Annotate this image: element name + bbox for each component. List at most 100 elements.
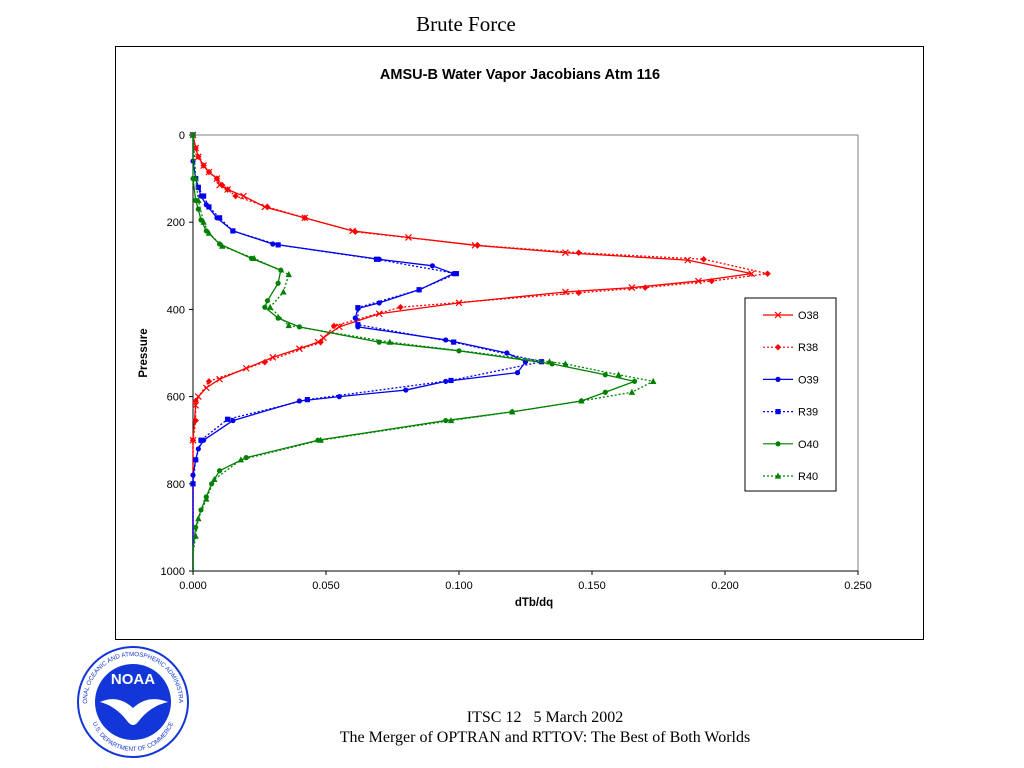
data-point-o39 bbox=[403, 387, 409, 393]
data-point-o40 bbox=[296, 324, 302, 330]
data-point-o38 bbox=[240, 192, 247, 200]
data-point-r38 bbox=[700, 256, 707, 263]
data-point-r39 bbox=[217, 215, 223, 221]
data-point-r40 bbox=[628, 388, 636, 395]
x-axis: 0.000 0.050 0.100 0.150 0.200 0.250 bbox=[179, 570, 872, 592]
x-tick-label: 0.250 bbox=[844, 580, 872, 592]
data-point-o38 bbox=[561, 288, 569, 296]
data-point-r39 bbox=[453, 271, 459, 277]
data-point-r39 bbox=[275, 242, 281, 248]
data-point-r39 bbox=[201, 193, 207, 199]
data-point-o40 bbox=[602, 372, 608, 378]
data-point-o38 bbox=[405, 234, 412, 241]
data-point-r38 bbox=[474, 242, 481, 249]
data-point-r40 bbox=[203, 495, 210, 502]
data-point-r40 bbox=[562, 360, 569, 367]
legend: O38 R38 O39 R39 O40 R40 bbox=[744, 297, 837, 492]
chart-title: AMSU-B Water Vapor Jacobians Atm 116 bbox=[380, 67, 660, 83]
data-point-r40 bbox=[285, 271, 292, 278]
footer-line-2: The Merger of OPTRAN and RTTOV: The Best… bbox=[339, 729, 751, 746]
data-point-o38 bbox=[748, 270, 756, 278]
data-point-r38 bbox=[192, 417, 199, 424]
data-point-r39 bbox=[198, 437, 204, 443]
data-point-o40 bbox=[456, 348, 462, 354]
data-point-o38 bbox=[335, 323, 343, 331]
data-point-r40 bbox=[649, 377, 657, 384]
data-point-r40 bbox=[386, 338, 394, 345]
x-tick-label: 0.200 bbox=[711, 580, 739, 592]
data-point-o39 bbox=[195, 446, 201, 452]
series-line-r39 bbox=[192, 134, 543, 571]
data-point-r40 bbox=[285, 322, 292, 329]
data-point-r39 bbox=[355, 305, 361, 311]
data-point-o40 bbox=[217, 468, 223, 474]
data-point-r39 bbox=[373, 256, 380, 262]
legend-label: O38 bbox=[798, 310, 819, 322]
y-axis-label: Pressure bbox=[138, 328, 150, 377]
data-point-r38 bbox=[352, 228, 359, 235]
legend-marker bbox=[775, 376, 781, 382]
y-tick-label: 800 bbox=[167, 479, 185, 491]
y-axis: 0 200 400 600 800 1000 bbox=[161, 130, 194, 578]
data-point-r38 bbox=[397, 304, 404, 311]
data-point-o40 bbox=[602, 389, 608, 395]
data-point-r38 bbox=[219, 181, 226, 189]
noaa-logo: NATIONAL OCEANIC AND ATMOSPHERIC ADMINIS… bbox=[76, 646, 189, 758]
legend-item-o40: O40 bbox=[763, 439, 819, 451]
legend-item-o38: O38 bbox=[763, 310, 819, 322]
data-point-o39 bbox=[352, 315, 358, 321]
data-point-o40 bbox=[243, 455, 249, 461]
data-point-r39 bbox=[193, 457, 199, 463]
logo-center-text: NOAA bbox=[111, 671, 155, 688]
legend-item-r40: R40 bbox=[763, 471, 818, 483]
y-tick-label: 400 bbox=[167, 304, 185, 316]
data-point-r38 bbox=[205, 168, 213, 176]
y-tick-label: 0 bbox=[179, 130, 185, 142]
data-point-r38 bbox=[575, 249, 582, 256]
data-point-r38 bbox=[200, 162, 207, 169]
data-point-o40 bbox=[262, 304, 268, 310]
data-point-r39 bbox=[224, 416, 231, 422]
data-point-r40 bbox=[317, 436, 324, 443]
data-point-r39 bbox=[304, 397, 310, 403]
data-point-r38 bbox=[764, 270, 771, 277]
data-point-r38 bbox=[224, 186, 231, 193]
data-point-r40 bbox=[447, 417, 455, 424]
data-point-o39 bbox=[443, 378, 449, 384]
legend-marker bbox=[774, 472, 782, 479]
legend-marker bbox=[775, 441, 781, 447]
footer-line-1: ITSC 12 5 March 2002 bbox=[466, 709, 624, 726]
data-point-r39 bbox=[195, 184, 201, 190]
legend-label: R39 bbox=[798, 407, 818, 419]
data-point-o40 bbox=[275, 315, 281, 321]
data-point-r39 bbox=[416, 287, 422, 293]
data-point-r39 bbox=[206, 204, 212, 210]
data-point-r39 bbox=[538, 359, 545, 365]
data-point-o39 bbox=[429, 263, 435, 269]
data-point-o38 bbox=[561, 249, 569, 257]
data-point-r40 bbox=[280, 288, 287, 295]
x-tick-label: 0.150 bbox=[578, 580, 606, 592]
data-point-r40 bbox=[578, 397, 585, 404]
x-axis-label: dTb/dq bbox=[515, 597, 553, 609]
data-point-o40 bbox=[275, 280, 281, 286]
data-point-o40 bbox=[278, 267, 284, 273]
slide-title: Brute Force bbox=[416, 12, 516, 36]
legend-item-o39: O39 bbox=[763, 374, 819, 386]
legend-label: R38 bbox=[798, 342, 818, 354]
data-point-r40 bbox=[205, 229, 213, 236]
data-point-r40 bbox=[546, 358, 553, 365]
series-r40 bbox=[189, 131, 657, 571]
data-point-r39 bbox=[355, 322, 361, 328]
data-point-r40 bbox=[192, 175, 199, 182]
data-point-r40 bbox=[195, 196, 202, 203]
data-point-r39 bbox=[230, 228, 236, 234]
legend-label: O39 bbox=[798, 374, 819, 386]
data-point-o39 bbox=[514, 370, 521, 376]
data-point-r40 bbox=[195, 515, 202, 522]
data-point-r38 bbox=[213, 175, 221, 182]
series-layer bbox=[189, 131, 771, 571]
chart-frame bbox=[115, 46, 924, 640]
x-tick-label: 0.000 bbox=[179, 580, 207, 592]
data-point-r40 bbox=[192, 532, 199, 539]
